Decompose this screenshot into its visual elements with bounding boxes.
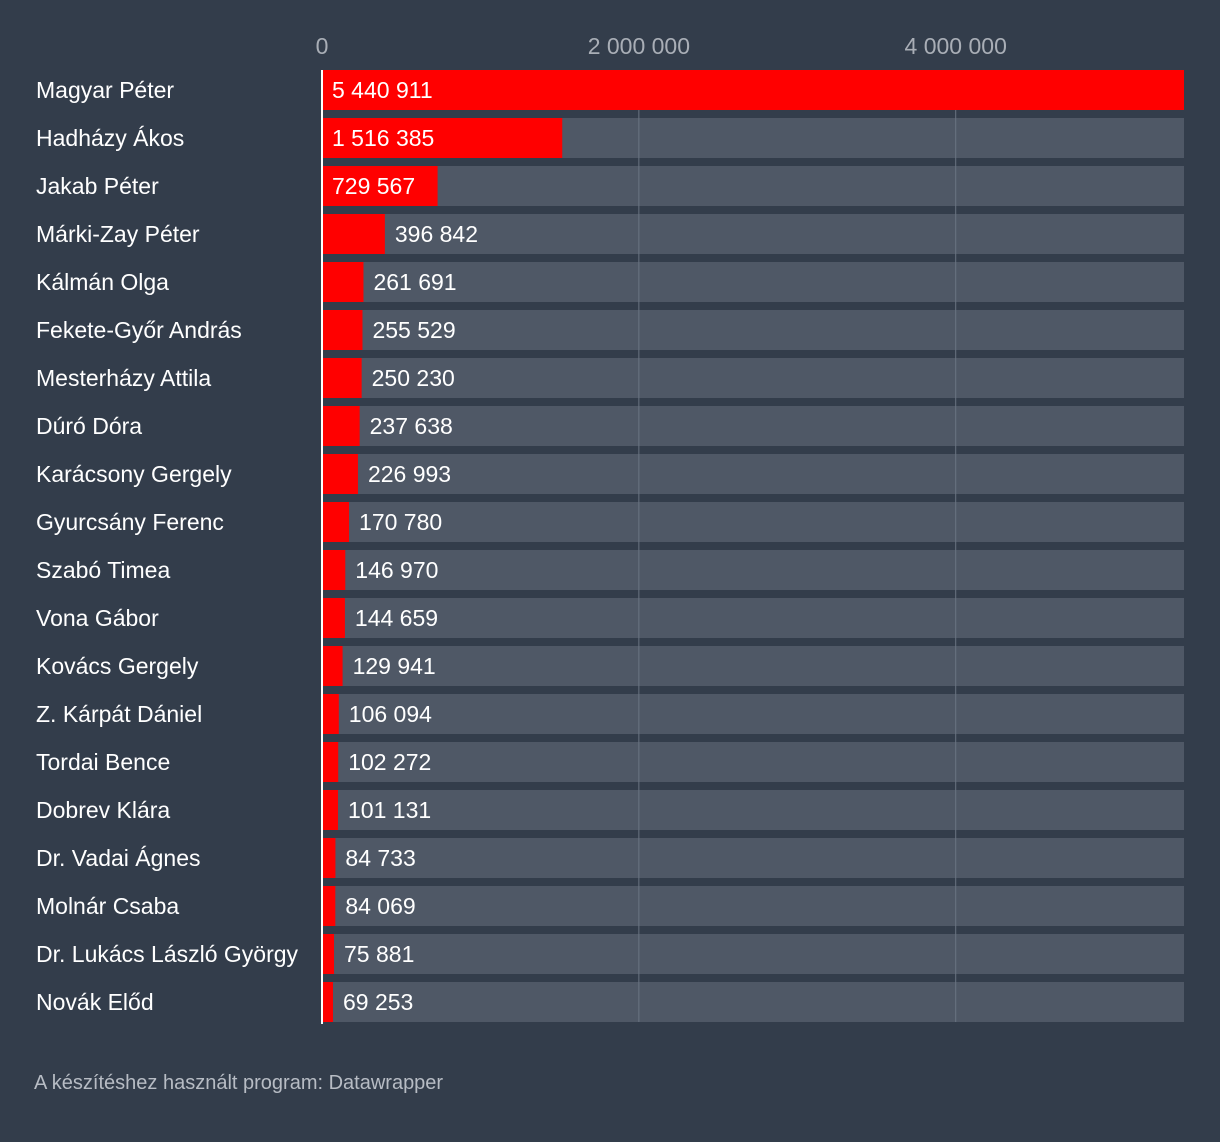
bar (322, 790, 339, 830)
category-label: Karácsony Gergely (36, 461, 232, 487)
bar-track (322, 454, 1184, 494)
category-label: Hadházy Ákos (36, 125, 184, 151)
bar (322, 598, 345, 638)
bar-track (322, 934, 1184, 974)
bar-track (322, 646, 1184, 686)
bar-track (322, 886, 1184, 926)
bar (322, 70, 1184, 110)
bar-track (322, 358, 1184, 398)
value-label: 129 941 (353, 653, 436, 679)
x-tick-label: 2 000 000 (588, 33, 690, 59)
bar-track (322, 982, 1184, 1022)
bar-track (322, 550, 1184, 590)
value-label: 146 970 (355, 557, 438, 583)
category-label: Szabó Timea (36, 557, 170, 583)
bar (322, 214, 385, 254)
bar (322, 502, 350, 542)
value-label: 170 780 (359, 509, 442, 535)
category-label: Z. Kárpát Dániel (36, 701, 202, 727)
footer-credit: A készítéshez használt program: Datawrap… (34, 1072, 444, 1094)
bar (322, 934, 335, 974)
category-labels: Magyar Péter Hadházy Ákos Jakab Péter Márki… (36, 77, 299, 1015)
bar (322, 838, 336, 878)
value-label: 261 691 (373, 269, 456, 295)
bar-tracks (322, 70, 1184, 1022)
bars (322, 70, 1184, 1022)
bar (322, 550, 346, 590)
x-tick-label: 0 (316, 33, 329, 59)
category-label: Dúró Dóra (36, 413, 142, 439)
gridlines (638, 70, 957, 1022)
x-tick-label: 4 000 000 (905, 33, 1007, 59)
bar-track (322, 262, 1184, 302)
category-label: Mesterházy Attila (36, 365, 211, 391)
category-label: Márki-Zay Péter (36, 221, 200, 247)
bar (322, 118, 563, 158)
bar-track (322, 838, 1184, 878)
bar-track (322, 694, 1184, 734)
value-label: 226 993 (368, 461, 451, 487)
bar-track (322, 790, 1184, 830)
bar (322, 646, 343, 686)
category-label: Kovács Gergely (36, 653, 199, 679)
value-label: 1 516 385 (332, 125, 434, 151)
category-label: Dobrev Klára (36, 797, 170, 823)
bar (322, 310, 363, 350)
value-label: 144 659 (355, 605, 438, 631)
category-label: Magyar Péter (36, 77, 174, 103)
value-label: 75 881 (344, 941, 414, 967)
bar-track (322, 598, 1184, 638)
x-axis-ticks: 0 2 000 000 4 000 000 (316, 33, 1007, 59)
category-label: Novák Előd (36, 989, 154, 1015)
value-label: 255 529 (372, 317, 455, 343)
category-label: Tordai Bence (36, 749, 170, 775)
bar (322, 742, 339, 782)
value-label: 102 272 (348, 749, 431, 775)
category-label: Kálmán Olga (36, 269, 169, 295)
bar-track (322, 406, 1184, 446)
category-label: Vona Gábor (36, 605, 159, 631)
category-label: Jakab Péter (36, 173, 159, 199)
value-label: 729 567 (332, 173, 415, 199)
value-label: 101 131 (348, 797, 431, 823)
bar (322, 358, 362, 398)
bar (322, 166, 438, 206)
category-label: Molnár Csaba (36, 893, 179, 919)
category-label: Dr. Vadai Ágnes (36, 845, 201, 871)
value-label: 5 440 911 (332, 77, 433, 103)
category-label: Fekete-Győr András (36, 317, 242, 343)
value-label: 84 733 (345, 845, 415, 871)
category-label: Gyurcsány Ferenc (36, 509, 224, 535)
value-label: 106 094 (349, 701, 432, 727)
bar-track (322, 310, 1184, 350)
bar (322, 454, 358, 494)
value-labels: 5 440 911 1 516 385 729 567 396 842 261 691 2… (332, 77, 478, 1015)
bar-track (322, 502, 1184, 542)
bar-track (322, 166, 1184, 206)
bar (322, 982, 333, 1022)
value-label: 237 638 (370, 413, 453, 439)
value-label: 84 069 (345, 893, 415, 919)
category-label: Dr. Lukács László György (36, 941, 299, 967)
bar (322, 694, 339, 734)
bar (322, 406, 360, 446)
value-label: 250 230 (372, 365, 455, 391)
bar-track (322, 742, 1184, 782)
bar (322, 886, 336, 926)
value-label: 69 253 (343, 989, 413, 1015)
bar-track (322, 214, 1184, 254)
bar (322, 262, 364, 302)
value-label: 396 842 (395, 221, 478, 247)
